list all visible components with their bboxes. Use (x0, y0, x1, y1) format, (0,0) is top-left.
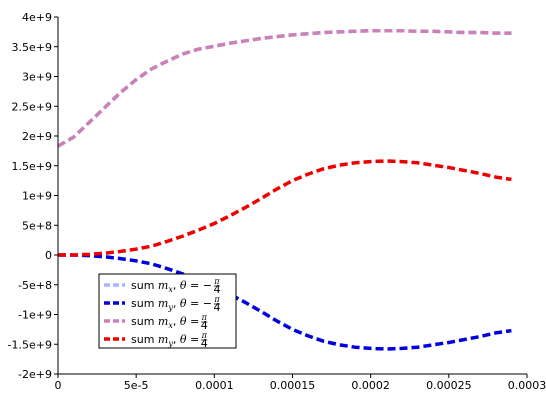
legend-text-sub: y (167, 303, 173, 312)
x-tick-label: 0.0003 (508, 379, 546, 392)
series-1 (58, 253, 512, 351)
legend-text-sub: y (167, 339, 173, 348)
axes: -2e+9 -1.5e+9 -1e+9 -5e+8 0 5e+8 1e+9 1.5e+9 2e+… (8, 11, 546, 392)
y-tick-label: -1e+9 (18, 309, 52, 322)
legend-text-mid: , (173, 315, 180, 328)
legend-frac-num: π (201, 313, 208, 322)
legend-text-theta: θ (180, 315, 187, 328)
legend-label-1: sum my, θ = − (131, 297, 212, 312)
series-layer (57, 28, 512, 351)
legend-text-sym: m (158, 297, 168, 310)
y-tick-label: -2e+9 (18, 368, 52, 381)
x-tick-label: 0 (55, 379, 62, 392)
legend-frac-den: 4 (201, 337, 208, 350)
legend-text-sym: m (158, 315, 168, 328)
legend-label-3: sum my, θ = (131, 333, 199, 348)
legend-frac-den: 4 (213, 283, 220, 296)
legend-frac-den: 4 (213, 301, 220, 314)
y-tick-label: -5e+8 (18, 279, 52, 292)
legend-text-pre: sum (131, 297, 158, 310)
series-line-1 (58, 253, 512, 351)
legend-text-pre: sum (131, 315, 158, 328)
legend-text-sub: x (168, 285, 173, 294)
y-tick-label: -1.5e+9 (8, 338, 52, 351)
legend-text-eq: = (187, 333, 200, 346)
legend-text-theta: θ (180, 297, 187, 310)
legend-label-2: sum mx, θ = (131, 315, 199, 330)
legend-text-theta: θ (180, 333, 187, 346)
x-tick-label: 0.0001 (195, 379, 234, 392)
legend-text-sub: x (168, 321, 173, 330)
legend-fraction-3: π4 (201, 331, 208, 350)
series-3 (58, 159, 512, 257)
legend-text-mid: , (173, 279, 180, 292)
y-tick-label: 5e+8 (22, 219, 52, 232)
y-tick-label: 2e+9 (22, 130, 52, 143)
legend-text-sym: m (158, 333, 168, 346)
y-tick-label: 1e+9 (22, 190, 52, 203)
y-tick-label: 4e+9 (22, 11, 52, 24)
x-tick-label: 5e-5 (124, 379, 149, 392)
legend-fraction-0: π4 (213, 277, 220, 296)
legend-text-pre: sum (131, 333, 158, 346)
series-2 (57, 28, 512, 148)
legend-fraction-2: π4 (201, 313, 208, 332)
legend-box (98, 273, 237, 349)
x-tick-label: 0.00015 (270, 379, 316, 392)
y-tick-label: 1.5e+9 (12, 160, 52, 173)
y-tick-label: 0 (45, 249, 52, 262)
legend-text-eq: = − (187, 279, 212, 292)
legend-frac-num: π (201, 331, 208, 340)
legend-frac-num: π (213, 295, 220, 304)
legend-text-eq: = (187, 315, 200, 328)
legend-frac-num: π (213, 277, 220, 286)
legend-fraction-1: π4 (213, 295, 220, 314)
legend-text-theta: θ (180, 279, 187, 292)
y-tick-label: 3e+9 (22, 71, 52, 84)
x-tick-label: 0.00025 (426, 379, 472, 392)
series-line-3 (58, 159, 512, 257)
x-tick-label: 0.0002 (351, 379, 390, 392)
y-tick-label: 3.5e+9 (12, 41, 52, 54)
legend-text-pre: sum (131, 279, 158, 292)
legend-text-sym: m (158, 279, 168, 292)
legend-text-eq: = − (187, 297, 212, 310)
legend-label-0: sum mx, θ = − (131, 279, 212, 294)
y-tick-label: 2.5e+9 (12, 100, 52, 113)
legend-frac-den: 4 (201, 319, 208, 332)
series-line-2 (57, 28, 512, 148)
legend-text-mid: , (173, 333, 180, 346)
legend-text-mid: , (173, 297, 180, 310)
